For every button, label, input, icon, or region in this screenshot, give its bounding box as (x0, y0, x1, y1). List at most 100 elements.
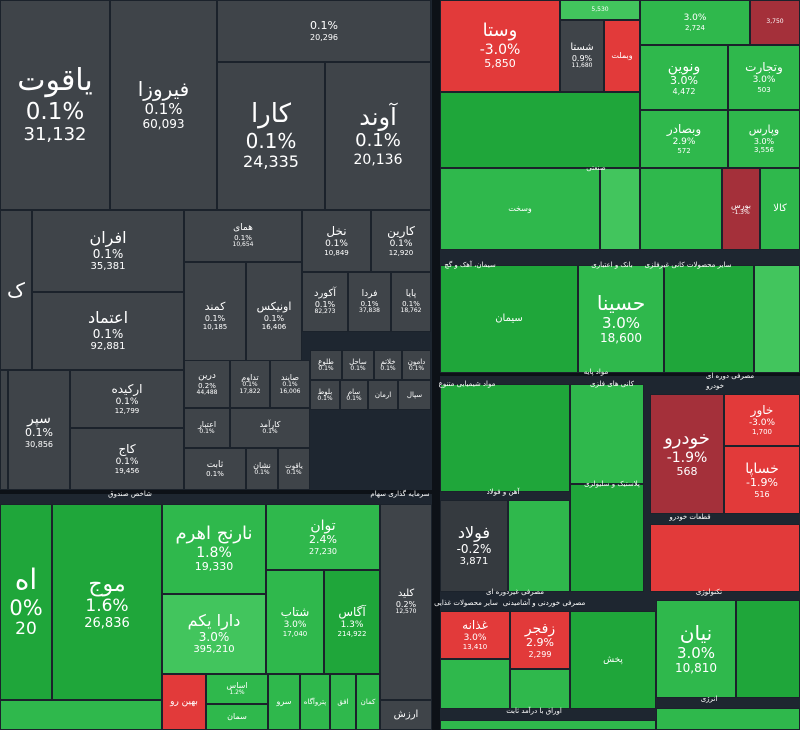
treemap-tile[interactable]: وستا -3.0% 5,850 (440, 0, 560, 92)
treemap-tile[interactable]: طلوع 0.1% (310, 350, 342, 380)
treemap-tile[interactable]: دارا یکم 3.0% 395,210 (162, 594, 266, 674)
treemap-tile[interactable]: غذانه 3.0% 13,410 (440, 611, 510, 659)
treemap-tile[interactable]: ساحل 0.1% (342, 350, 374, 380)
tile-change: 0.1% (242, 380, 258, 388)
tile-value: 516 (754, 489, 770, 499)
treemap-tile[interactable]: ارکیده 0.1% 12,799 (70, 370, 184, 428)
treemap-tile[interactable]: کالا (760, 168, 800, 250)
treemap-tile[interactable]: بلوط 0.1% (310, 380, 340, 410)
treemap-tile[interactable]: سمان (206, 704, 268, 730)
treemap-tile[interactable]: نارنج اهرم 1.8% 19,330 (162, 504, 266, 594)
treemap-tile[interactable]: وبملت (604, 20, 640, 92)
treemap-tile[interactable]: 5,530 (560, 0, 640, 20)
treemap-tile[interactable]: اه 0% 20 (0, 504, 52, 700)
treemap-tile[interactable]: زفجر 2.9% 2,299 (510, 611, 570, 669)
treemap-tile[interactable]: آکورد 0.1% 82,273 (302, 272, 348, 332)
treemap-tile[interactable]: کاج 0.1% 19,456 (70, 428, 184, 490)
treemap-tile[interactable]: وپارس 3.0% 3,556 (728, 110, 800, 168)
treemap-tile[interactable] (0, 700, 162, 730)
treemap-tile[interactable] (440, 659, 510, 709)
treemap-tile[interactable] (640, 168, 722, 250)
treemap-tile[interactable]: ارزش (380, 700, 432, 730)
treemap-tile[interactable]: وبصادر 2.9% 572 (640, 110, 728, 168)
treemap-tile[interactable]: وتجارت 3.0% 503 (728, 45, 800, 110)
treemap-tile[interactable]: نخل 0.1% 10,849 (302, 210, 371, 272)
treemap-tile[interactable]: وسخت (440, 168, 600, 250)
treemap-tile[interactable]: فردا 0.1% 37,838 (348, 272, 391, 332)
treemap-tile[interactable]: خاور -3.0% 1,700 (724, 394, 800, 446)
treemap-tile[interactable]: افران 0.1% 35,381 (32, 210, 184, 292)
treemap-tile[interactable]: آگاس 1.3% 214,922 (324, 570, 380, 674)
treemap-tile[interactable]: 0.1% 20,296 (217, 0, 431, 62)
treemap-tile[interactable]: یاقوت 0.1% (278, 448, 310, 490)
treemap-tile[interactable] (650, 524, 800, 592)
treemap-tile[interactable]: کارآمد 0.1% (230, 408, 310, 448)
treemap-tile[interactable]: خلاتم 0.1% (374, 350, 402, 380)
treemap-tile[interactable]: پتروآگاه (300, 674, 330, 730)
treemap-tile[interactable] (754, 265, 800, 373)
treemap-tile[interactable]: ک (0, 210, 32, 370)
treemap-tile[interactable]: کارا 0.1% 24,335 (217, 62, 325, 210)
treemap-tile[interactable]: حسینا 3.0% 18,600 (578, 265, 664, 373)
treemap-tile[interactable] (656, 708, 800, 730)
treemap-tile[interactable]: سپال (398, 380, 431, 410)
treemap-tile[interactable]: نشان 0.1% (246, 448, 278, 490)
treemap-tile[interactable]: آوند 0.1% 20,136 (325, 62, 431, 210)
treemap-tile[interactable]: فولاد -0.2% 3,871 (440, 500, 508, 592)
treemap-tile[interactable]: همای 0.1% 10,654 (184, 210, 302, 262)
treemap-tile[interactable]: توان 2.4% 27,230 (266, 504, 380, 570)
treemap-tile[interactable]: شستا 0.9% 11,680 (560, 20, 604, 92)
treemap-tile[interactable]: خودرو -1.9% 568 (650, 394, 724, 514)
treemap-tile[interactable] (664, 265, 754, 373)
treemap-tile[interactable]: کمند 0.1% 10,185 (184, 262, 246, 370)
treemap-tile[interactable]: کارین 0.1% 12,920 (371, 210, 431, 272)
treemap-tile[interactable]: ارمان (368, 380, 398, 410)
treemap-tile[interactable]: نیان 3.0% 10,810 (656, 600, 736, 698)
treemap-tile[interactable]: کمان (356, 674, 380, 730)
treemap-tile[interactable]: موج 1.6% 26,836 (52, 504, 162, 700)
treemap-tile[interactable]: صایند 0.1% 16,006 (270, 360, 310, 408)
treemap-tile[interactable] (600, 168, 640, 250)
tile-value: 4,472 (672, 87, 696, 97)
treemap-tile[interactable]: سپر 0.1% 30,856 (8, 370, 70, 490)
treemap-tile[interactable]: سیمان (440, 265, 578, 373)
treemap-tile[interactable]: پخش (570, 611, 656, 709)
treemap-tile[interactable]: خساپا -1.9% 516 (724, 446, 800, 514)
treemap-tile[interactable] (570, 384, 644, 484)
treemap-tile[interactable]: یاقوت 0.1% 31,132 (0, 0, 110, 210)
treemap-tile[interactable] (0, 370, 8, 490)
treemap-tile[interactable]: تداوم 0.1% 17,822 (230, 360, 270, 408)
treemap-tile[interactable]: پایا 0.1% 18,762 (391, 272, 431, 332)
treemap-tile[interactable]: بورس -1.3% (722, 168, 760, 250)
tile-value: 17,040 (282, 630, 308, 639)
treemap-tile[interactable]: سرو (268, 674, 300, 730)
treemap-tile[interactable] (440, 720, 656, 730)
treemap-tile[interactable]: شتاب 3.0% 17,040 (266, 570, 324, 674)
treemap-tile[interactable]: کلید 0.2% 12,570 (380, 504, 432, 700)
tile-symbol: بهین رو (170, 696, 198, 707)
treemap-tile[interactable]: اونیکس 0.1% 16,406 (246, 262, 302, 370)
treemap-tile[interactable]: افق (330, 674, 356, 730)
treemap-tile[interactable] (736, 600, 800, 698)
treemap-tile[interactable]: دامون 0.1% (402, 350, 431, 380)
treemap-tile[interactable] (570, 484, 644, 592)
treemap-tile[interactable]: 3.0% 2,724 (640, 0, 750, 45)
treemap-tile[interactable]: بهین رو (162, 674, 206, 730)
treemap-tile[interactable]: فیروزا 0.1% 60,093 (110, 0, 217, 210)
treemap-tile[interactable]: سام 0.1% (340, 380, 368, 410)
treemap-tile[interactable]: اساس 1.2% (206, 674, 268, 704)
treemap-tile[interactable] (510, 669, 570, 709)
treemap-tile[interactable]: ونوین 3.0% 4,472 (640, 45, 728, 110)
treemap-tile[interactable]: اعتبار 0.1% (184, 408, 230, 448)
treemap-tile[interactable] (440, 384, 570, 492)
treemap-tile[interactable]: ثابت 0.1% (184, 448, 246, 490)
tile-change: 0.1% (314, 299, 336, 309)
treemap-tile[interactable] (440, 92, 640, 168)
divider-right-horizontal (440, 372, 800, 376)
treemap-tile[interactable]: 3,750 (750, 0, 800, 45)
treemap-tile[interactable] (508, 500, 570, 592)
tile-change: 0.2% (198, 381, 216, 390)
tile-value: 20,136 (353, 152, 403, 169)
treemap-tile[interactable]: اعتماد 0.1% 92,881 (32, 292, 184, 370)
treemap-tile[interactable]: درین 0.2% 44,488 (184, 360, 230, 408)
